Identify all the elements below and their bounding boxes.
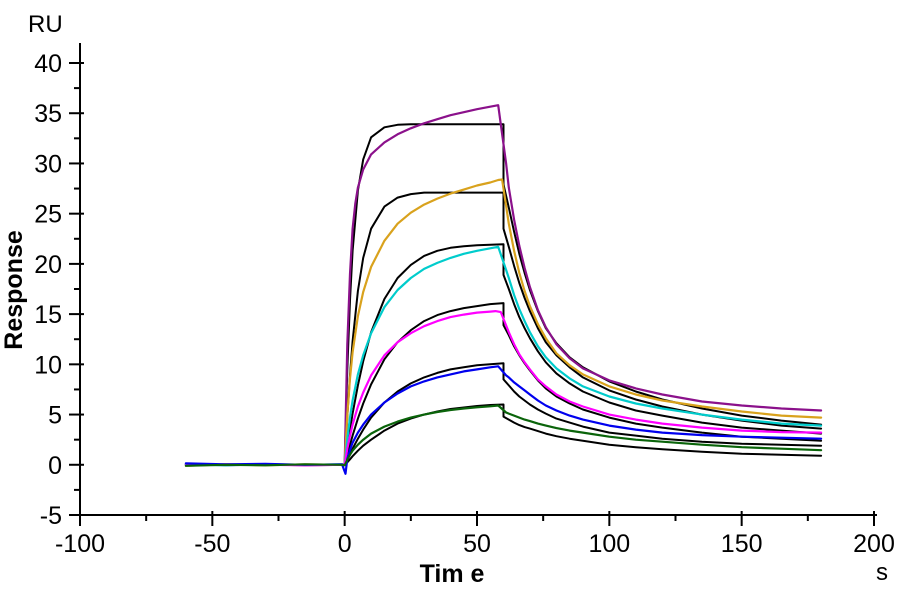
y-tick-label: 25 xyxy=(34,201,62,229)
y-tick-label: 40 xyxy=(34,50,62,78)
x-tick-label: 0 xyxy=(338,530,352,558)
y-tick-label: -5 xyxy=(40,502,62,530)
series-fit-curve-5 xyxy=(184,362,823,466)
x-tick-label: 150 xyxy=(721,530,763,558)
y-tick-label: 30 xyxy=(34,150,62,178)
series-sensorgram-magenta xyxy=(184,310,823,467)
y-axis-unit-label: RU xyxy=(28,11,63,38)
series-fit-curve-2 xyxy=(184,191,823,466)
x-axis-title: Tim e xyxy=(420,560,485,588)
series-fit-curve-1 xyxy=(184,123,823,466)
y-tick-label: 15 xyxy=(34,301,62,329)
series-sensorgram-green xyxy=(184,404,823,467)
y-tick-label: 10 xyxy=(34,351,62,379)
x-tick-label: 100 xyxy=(588,530,630,558)
x-tick-label: 200 xyxy=(853,530,895,558)
y-tick-label: 35 xyxy=(34,100,62,128)
curves-layer xyxy=(184,104,823,475)
y-tick-label: 5 xyxy=(48,402,62,430)
series-sensorgram-purple xyxy=(184,104,823,467)
series-fit-curve-3 xyxy=(184,243,823,466)
series-fit-curve-4 xyxy=(184,302,823,466)
series-sensorgram-orange xyxy=(184,178,823,467)
y-tick-label: 0 xyxy=(48,452,62,480)
series-sensorgram-cyan xyxy=(184,245,823,467)
x-tick-label: 50 xyxy=(463,530,491,558)
x-tick-label: -50 xyxy=(194,530,230,558)
x-tick-label: -100 xyxy=(55,530,105,558)
axes-layer xyxy=(69,43,877,526)
y-axis-title: Response xyxy=(0,230,28,350)
y-tick-label: 20 xyxy=(34,251,62,279)
x-axis-unit-label: s xyxy=(876,559,888,586)
series-sensorgram-blue xyxy=(184,365,823,475)
